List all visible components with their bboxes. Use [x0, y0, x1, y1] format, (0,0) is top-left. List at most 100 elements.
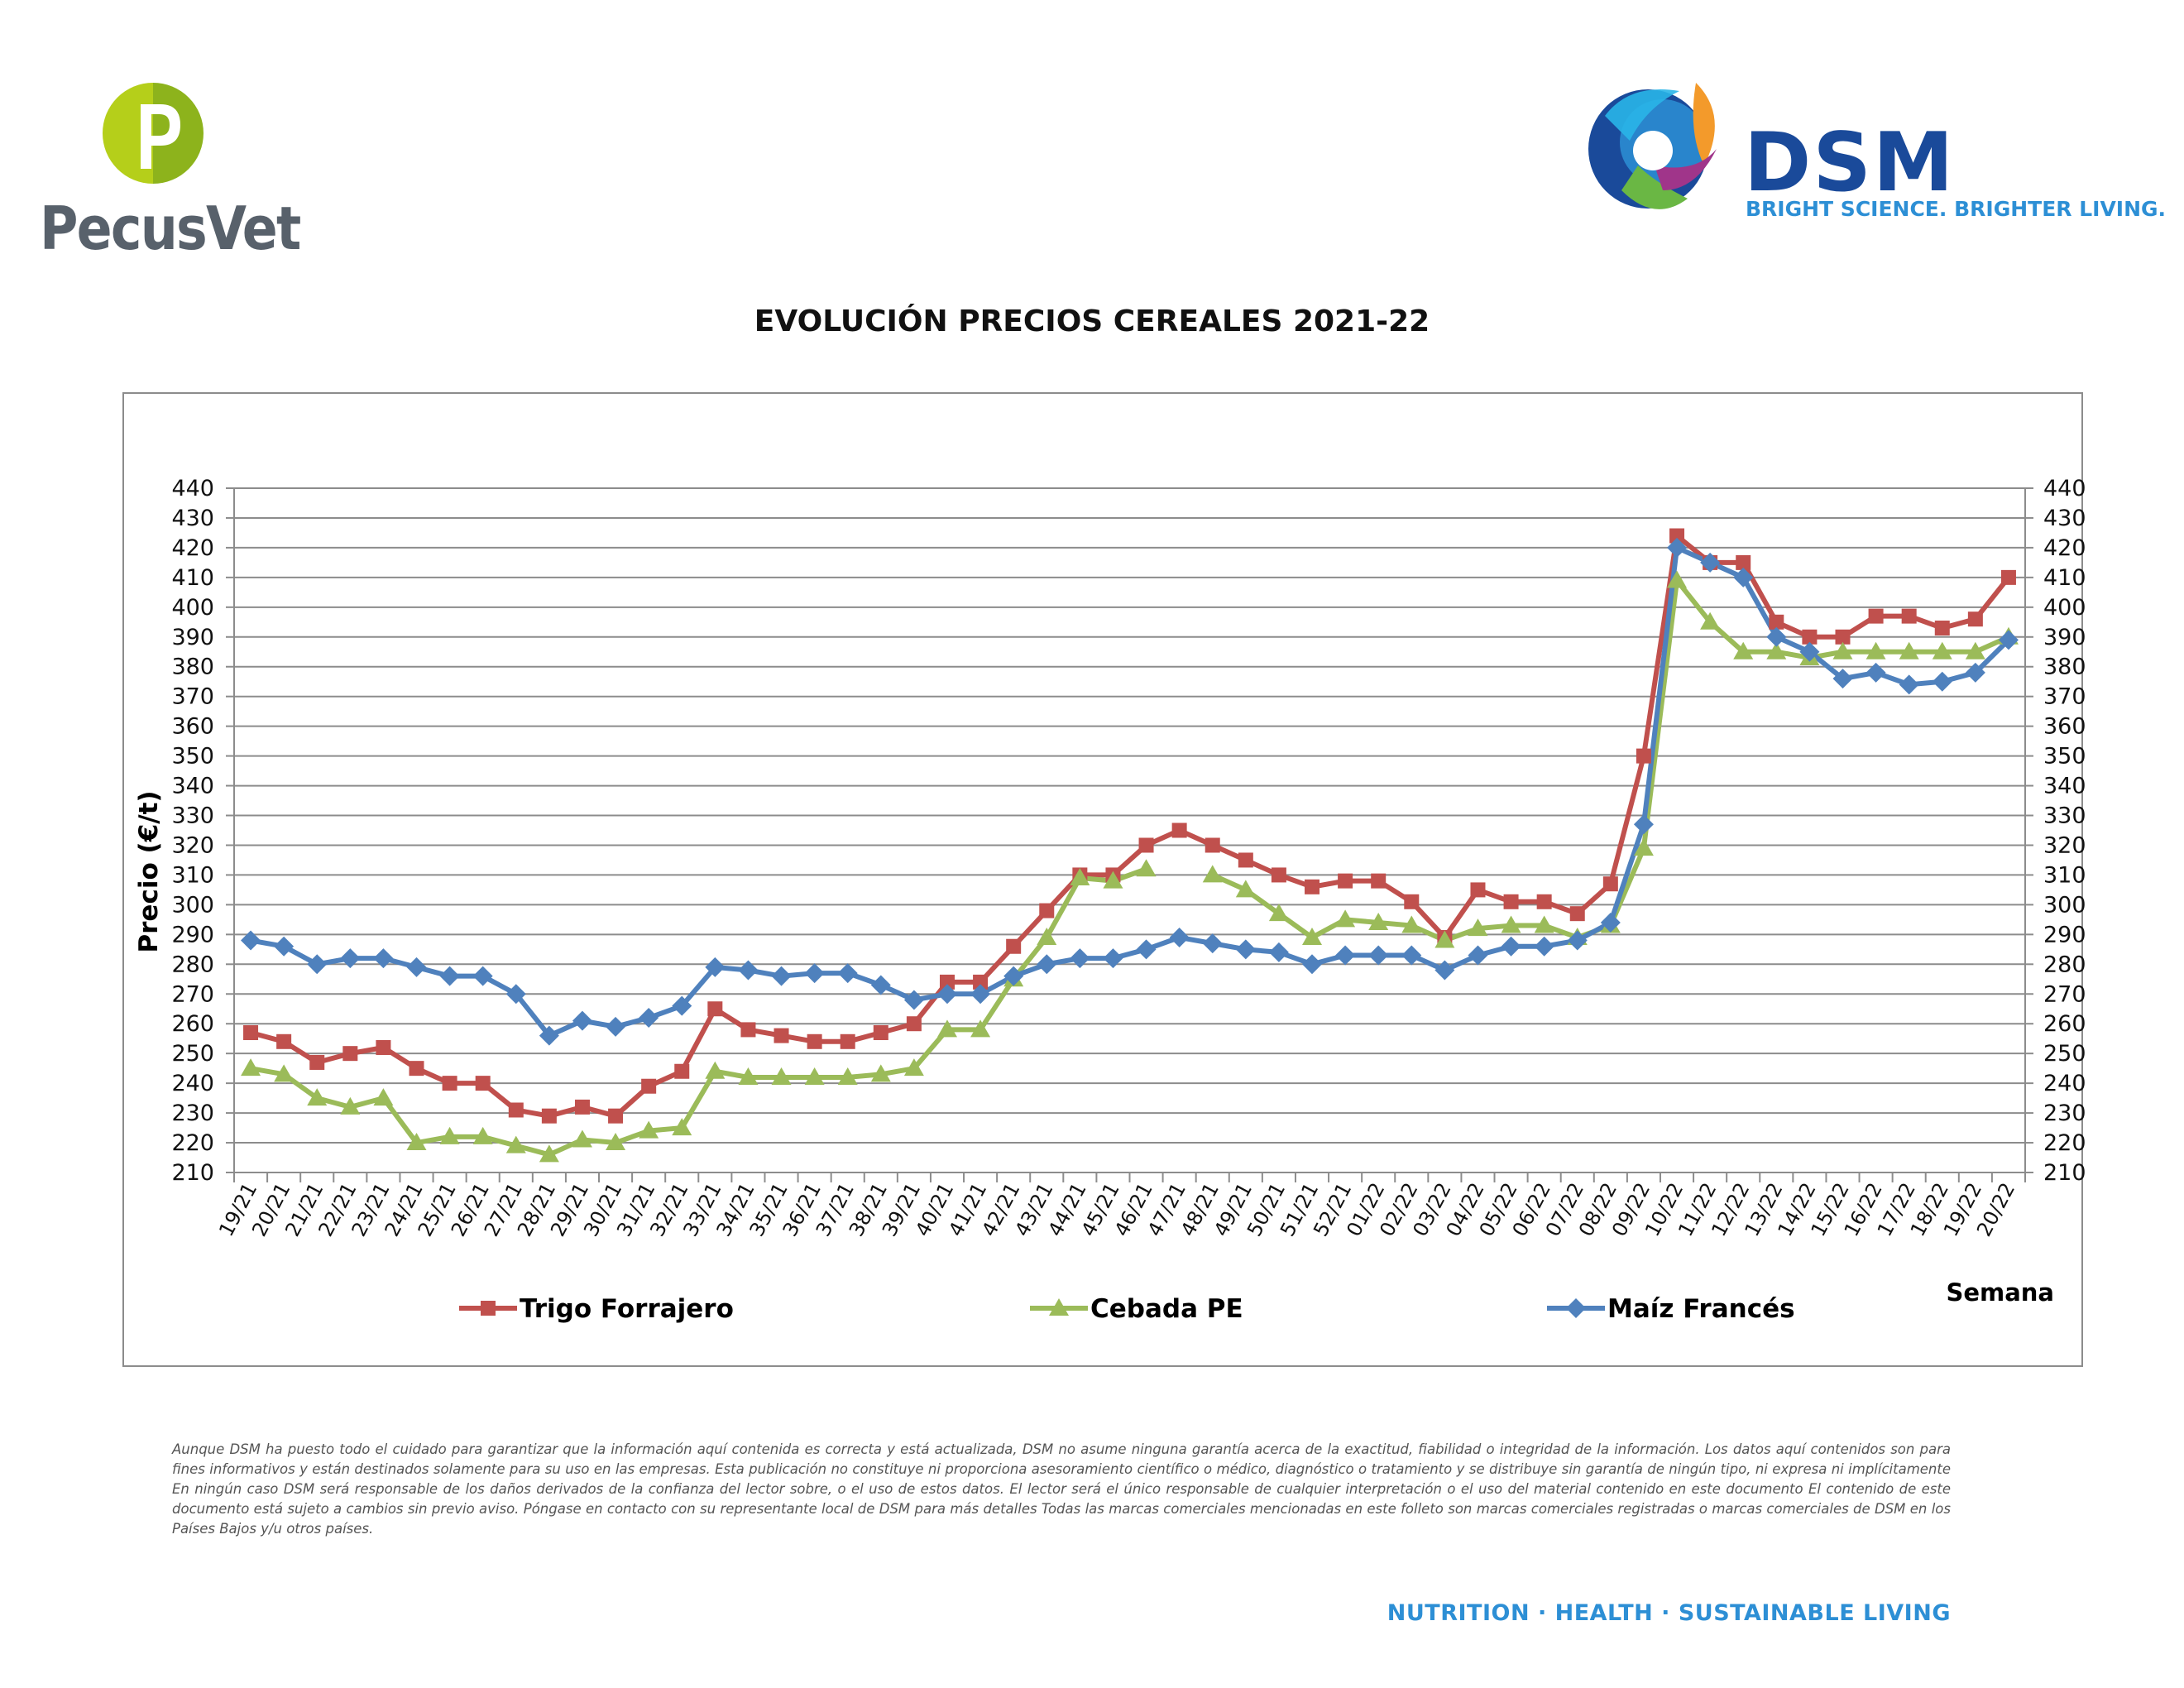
y-tick-label-right: 280 [2043, 952, 2086, 977]
y-tick-label: 230 [171, 1101, 214, 1126]
data-point-ma-z-franc-s [606, 1016, 626, 1037]
data-point-ma-z-franc-s [505, 984, 526, 1005]
data-point-ma-z-franc-s [340, 948, 361, 969]
disclaimer-text: Aunque DSM ha puesto todo el cuidado par… [172, 1441, 1951, 1537]
data-point-cebada-pe [1136, 859, 1157, 877]
data-point-ma-z-franc-s [1302, 954, 1323, 975]
data-point-ma-z-franc-s [1766, 626, 1787, 647]
y-tick-label: 280 [171, 952, 214, 977]
data-point-cebada-pe [439, 1126, 460, 1144]
data-point-ma-z-franc-s [1468, 945, 1488, 966]
dsm-wordmark: DSM [1744, 116, 1956, 210]
data-point-ma-z-franc-s [1202, 933, 1223, 954]
data-point-ma-z-franc-s [1965, 662, 1985, 683]
data-point-trigo-forrajero [1503, 894, 1519, 909]
data-point-trigo-forrajero [1338, 873, 1353, 889]
y-tick-label: 440 [171, 476, 214, 501]
data-point-ma-z-franc-s [1268, 942, 1289, 962]
x-axis-title: Semana [1946, 1278, 2054, 1307]
legend-label-trigo-forrajero: Trigo Forrajero [520, 1294, 734, 1324]
dsm-logo: DSM BRIGHT SCIENCE. BRIGHTER LIVING. [1572, 66, 2166, 248]
data-point-cebada-pe [804, 1067, 825, 1085]
data-point-trigo-forrajero [1802, 629, 1818, 645]
data-point-ma-z-franc-s [672, 995, 692, 1016]
data-point-trigo-forrajero [1271, 867, 1286, 883]
data-point-cebada-pe [1965, 641, 1985, 659]
data-point-trigo-forrajero [1636, 748, 1651, 764]
y-tick-label: 430 [171, 506, 214, 531]
y-tick-label: 400 [171, 595, 214, 621]
data-point-trigo-forrajero [873, 1025, 888, 1041]
data-point-ma-z-franc-s [1633, 814, 1654, 835]
y-tick-label-right: 400 [2043, 595, 2086, 621]
data-point-cebada-pe [1335, 909, 1356, 928]
data-point-cebada-pe [539, 1144, 559, 1163]
data-point-trigo-forrajero [2000, 569, 2016, 585]
data-point-ma-z-franc-s [1667, 537, 1688, 558]
pecusvet-wordmark: PecusVet [40, 194, 301, 263]
data-point-ma-z-franc-s [1235, 939, 1256, 960]
data-point-trigo-forrajero [1868, 608, 1884, 624]
data-point-ma-z-franc-s [837, 963, 858, 984]
data-point-trigo-forrajero [1371, 873, 1387, 889]
y-tick-label: 350 [171, 744, 214, 770]
data-point-trigo-forrajero [608, 1108, 624, 1124]
data-point-ma-z-franc-s [1169, 927, 1190, 947]
data-point-ma-z-franc-s [406, 957, 427, 977]
y-tick-label: 300 [171, 892, 214, 918]
data-point-cebada-pe [870, 1064, 891, 1082]
data-point-ma-z-franc-s [1600, 912, 1621, 933]
y-tick-label: 320 [171, 832, 214, 858]
data-point-ma-z-franc-s [539, 1025, 559, 1046]
y-axis-title: Precio (€/t) [134, 790, 164, 952]
y-tick-label: 210 [171, 1160, 214, 1186]
data-point-trigo-forrajero [906, 1016, 922, 1032]
legend-marker-trigo-forrajero [481, 1301, 496, 1316]
data-point-ma-z-franc-s [1700, 552, 1721, 573]
data-point-cebada-pe [970, 1019, 991, 1038]
data-point-ma-z-franc-s [1335, 945, 1356, 966]
data-point-cebada-pe [1202, 865, 1223, 883]
data-point-trigo-forrajero [1536, 894, 1552, 909]
y-tick-label: 340 [171, 774, 214, 799]
data-point-ma-z-franc-s [1003, 966, 1024, 986]
data-point-cebada-pe [1932, 641, 1952, 659]
y-tick-label-right: 260 [2043, 1011, 2086, 1037]
data-point-cebada-pe [406, 1133, 427, 1151]
y-tick-label-right: 270 [2043, 981, 2086, 1007]
data-point-cebada-pe [1633, 838, 1654, 856]
data-point-cebada-pe [373, 1088, 394, 1106]
y-tick-label: 310 [171, 862, 214, 888]
data-point-ma-z-franc-s [241, 930, 261, 951]
y-tick-label: 380 [171, 655, 214, 680]
data-point-cebada-pe [1501, 915, 1521, 933]
data-point-ma-z-franc-s [804, 963, 825, 984]
data-point-ma-z-franc-s [1799, 641, 1820, 662]
data-point-cebada-pe [307, 1088, 328, 1106]
data-point-cebada-pe [837, 1067, 858, 1085]
data-point-ma-z-franc-s [1899, 674, 1919, 695]
data-point-ma-z-franc-s [870, 975, 891, 995]
y-tick-label-right: 210 [2043, 1160, 2086, 1186]
data-point-cebada-pe [1832, 641, 1853, 659]
pecusvet-logo: PecusVet [40, 79, 301, 270]
data-point-ma-z-franc-s [1401, 945, 1422, 966]
data-point-cebada-pe [639, 1120, 659, 1139]
data-point-trigo-forrajero [342, 1046, 358, 1062]
data-point-cebada-pe [1268, 904, 1289, 922]
data-point-ma-z-franc-s [472, 966, 493, 986]
y-tick-label: 370 [171, 684, 214, 710]
y-tick-label-right: 410 [2043, 565, 2086, 591]
data-point-trigo-forrajero [740, 1022, 756, 1038]
y-tick-label-right: 440 [2043, 476, 2086, 501]
data-point-ma-z-franc-s [1832, 669, 1853, 689]
data-point-trigo-forrajero [707, 1001, 723, 1017]
y-tick-label-right: 300 [2043, 892, 2086, 918]
data-point-ma-z-franc-s [1070, 948, 1090, 969]
data-point-cebada-pe [1899, 641, 1919, 659]
data-point-trigo-forrajero [774, 1028, 789, 1043]
data-point-trigo-forrajero [541, 1108, 557, 1124]
data-point-cebada-pe [1368, 912, 1389, 930]
data-point-trigo-forrajero [840, 1033, 855, 1049]
series-line-ma-z-franc-s [250, 544, 2011, 1038]
